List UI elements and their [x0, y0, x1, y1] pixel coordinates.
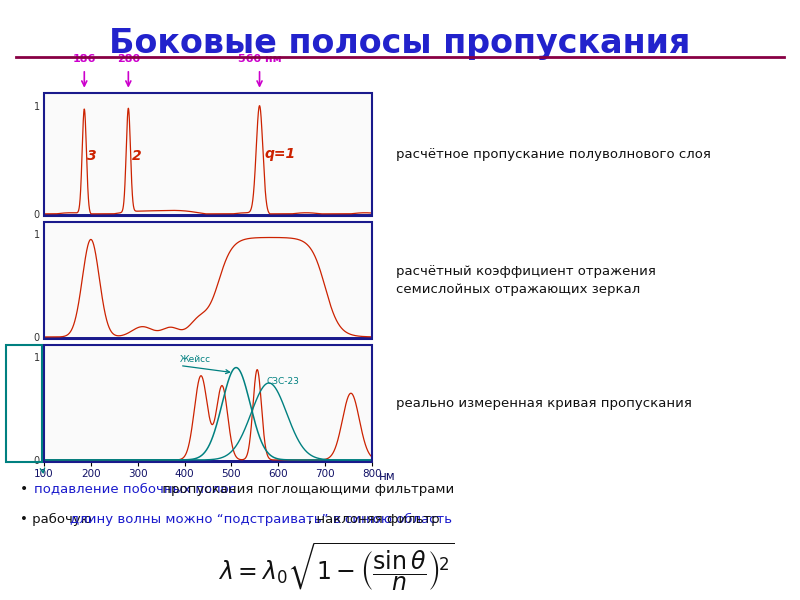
Text: расчётный коэффициент отражения
семислойных отражающих зеркал: расчётный коэффициент отражения семислой…	[396, 265, 656, 295]
Text: Боковые полосы пропускания: Боковые полосы пропускания	[110, 27, 690, 60]
Text: СЗС-23: СЗС-23	[266, 377, 299, 386]
Text: реально измеренная кривая пропускания: реально измеренная кривая пропускания	[396, 397, 692, 410]
Text: 2: 2	[132, 149, 142, 163]
Text: 560 нм: 560 нм	[238, 54, 282, 64]
Text: пропускания поглощающими фильтрами: пропускания поглощающими фильтрами	[158, 482, 454, 496]
Text: 280: 280	[117, 54, 140, 64]
Text: расчётное пропускание полуволнового слоя: расчётное пропускание полуволнового слоя	[396, 148, 711, 161]
Text: 186: 186	[73, 54, 96, 64]
Text: •: •	[20, 482, 28, 496]
Text: • рабочую: • рабочую	[20, 512, 96, 526]
Text: 3: 3	[87, 149, 97, 163]
Text: q=1: q=1	[264, 147, 295, 161]
Text: подавление побочных полос: подавление побочных полос	[34, 482, 236, 496]
Text: длину волны можно “подстраивать” в синюю область: длину волны можно “подстраивать” в синюю…	[70, 512, 451, 526]
Text: , наклоняя фильтр: , наклоняя фильтр	[308, 512, 439, 526]
Text: Жейсс: Жейсс	[180, 355, 211, 364]
Text: $\lambda = \lambda_0 \sqrt{1-\left(\dfrac{\sin\theta}{n}\right)^{\!2}}$: $\lambda = \lambda_0 \sqrt{1-\left(\dfra…	[218, 541, 454, 593]
Text: нм: нм	[378, 470, 395, 484]
